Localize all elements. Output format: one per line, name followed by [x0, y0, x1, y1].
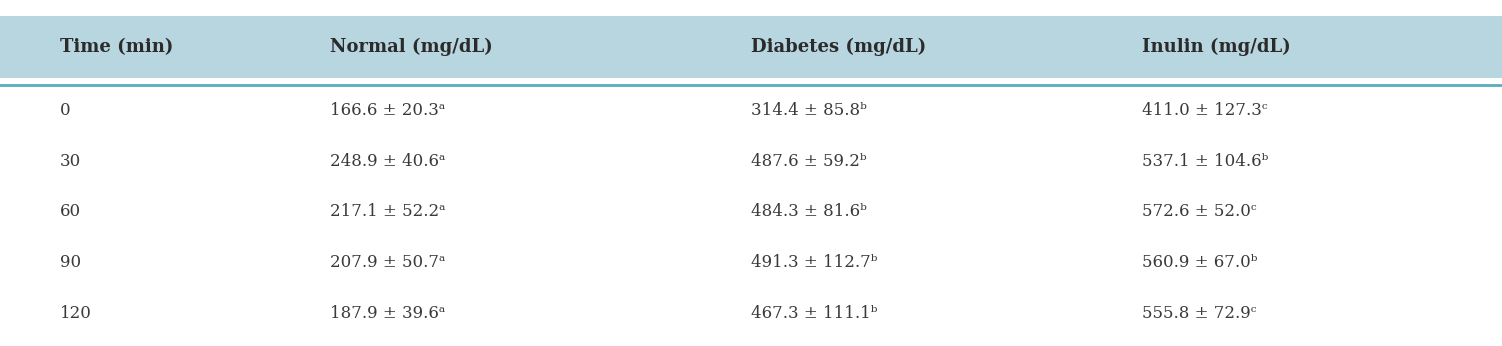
Text: 467.3 ± 111.1ᵇ: 467.3 ± 111.1ᵇ — [751, 305, 877, 322]
Text: Normal (mg/dL): Normal (mg/dL) — [330, 38, 493, 56]
Text: 187.9 ± 39.6ᵃ: 187.9 ± 39.6ᵃ — [330, 305, 446, 322]
FancyBboxPatch shape — [0, 16, 1502, 78]
Text: 217.1 ± 52.2ᵃ: 217.1 ± 52.2ᵃ — [330, 203, 446, 220]
Text: 484.3 ± 81.6ᵇ: 484.3 ± 81.6ᵇ — [751, 203, 867, 220]
Text: Time (min): Time (min) — [60, 38, 173, 56]
Text: 572.6 ± 52.0ᶜ: 572.6 ± 52.0ᶜ — [1142, 203, 1256, 220]
Text: 0: 0 — [60, 102, 71, 119]
Text: 555.8 ± 72.9ᶜ: 555.8 ± 72.9ᶜ — [1142, 305, 1256, 322]
Text: 166.6 ± 20.3ᵃ: 166.6 ± 20.3ᵃ — [330, 102, 446, 119]
Text: Diabetes (mg/dL): Diabetes (mg/dL) — [751, 38, 927, 56]
Text: Inulin (mg/dL): Inulin (mg/dL) — [1142, 38, 1290, 56]
Text: 537.1 ± 104.6ᵇ: 537.1 ± 104.6ᵇ — [1142, 153, 1268, 170]
Text: 30: 30 — [60, 153, 81, 170]
Text: 314.4 ± 85.8ᵇ: 314.4 ± 85.8ᵇ — [751, 102, 867, 119]
Text: 248.9 ± 40.6ᵃ: 248.9 ± 40.6ᵃ — [330, 153, 446, 170]
Text: 207.9 ± 50.7ᵃ: 207.9 ± 50.7ᵃ — [330, 254, 446, 271]
Text: 90: 90 — [60, 254, 81, 271]
Text: 60: 60 — [60, 203, 81, 220]
Text: 487.6 ± 59.2ᵇ: 487.6 ± 59.2ᵇ — [751, 153, 867, 170]
Text: 411.0 ± 127.3ᶜ: 411.0 ± 127.3ᶜ — [1142, 102, 1268, 119]
Text: 491.3 ± 112.7ᵇ: 491.3 ± 112.7ᵇ — [751, 254, 877, 271]
Text: 120: 120 — [60, 305, 92, 322]
Text: 560.9 ± 67.0ᵇ: 560.9 ± 67.0ᵇ — [1142, 254, 1257, 271]
